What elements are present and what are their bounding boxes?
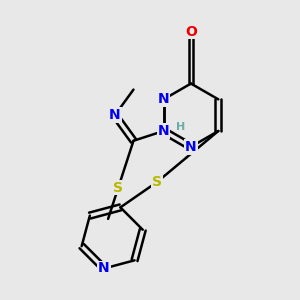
Text: N: N [158, 124, 170, 138]
Text: N: N [109, 108, 121, 122]
Text: N: N [158, 92, 170, 106]
Text: N: N [185, 140, 197, 154]
Text: N: N [98, 262, 110, 275]
Text: H: H [176, 122, 186, 132]
Text: O: O [185, 25, 197, 38]
Text: S: S [113, 181, 123, 195]
Text: S: S [152, 175, 162, 189]
